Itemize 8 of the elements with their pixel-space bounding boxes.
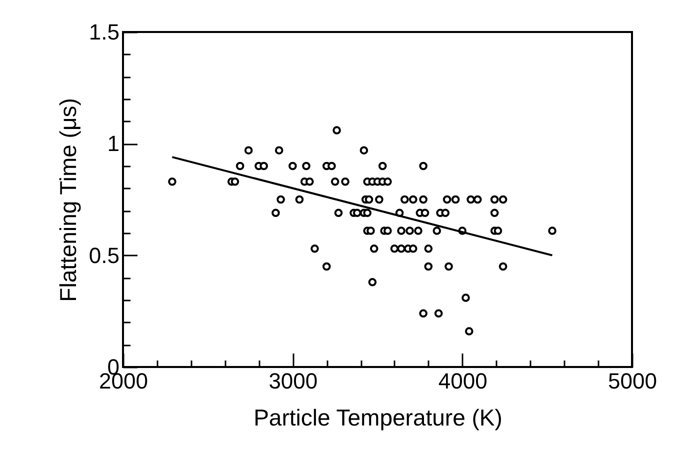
y-tick-label: 1: [107, 131, 120, 156]
x-axis-title: Particle Temperature (K): [254, 404, 502, 430]
x-tick-label: 4000: [438, 368, 488, 394]
y-axis-title: Flattening Time (μs): [54, 98, 81, 302]
y-tick-label: 0.5: [88, 242, 120, 268]
x-tick-label: 3000: [268, 368, 318, 394]
x-tick-label: 5000: [608, 368, 657, 394]
y-tick-label: 1.5: [88, 20, 120, 44]
